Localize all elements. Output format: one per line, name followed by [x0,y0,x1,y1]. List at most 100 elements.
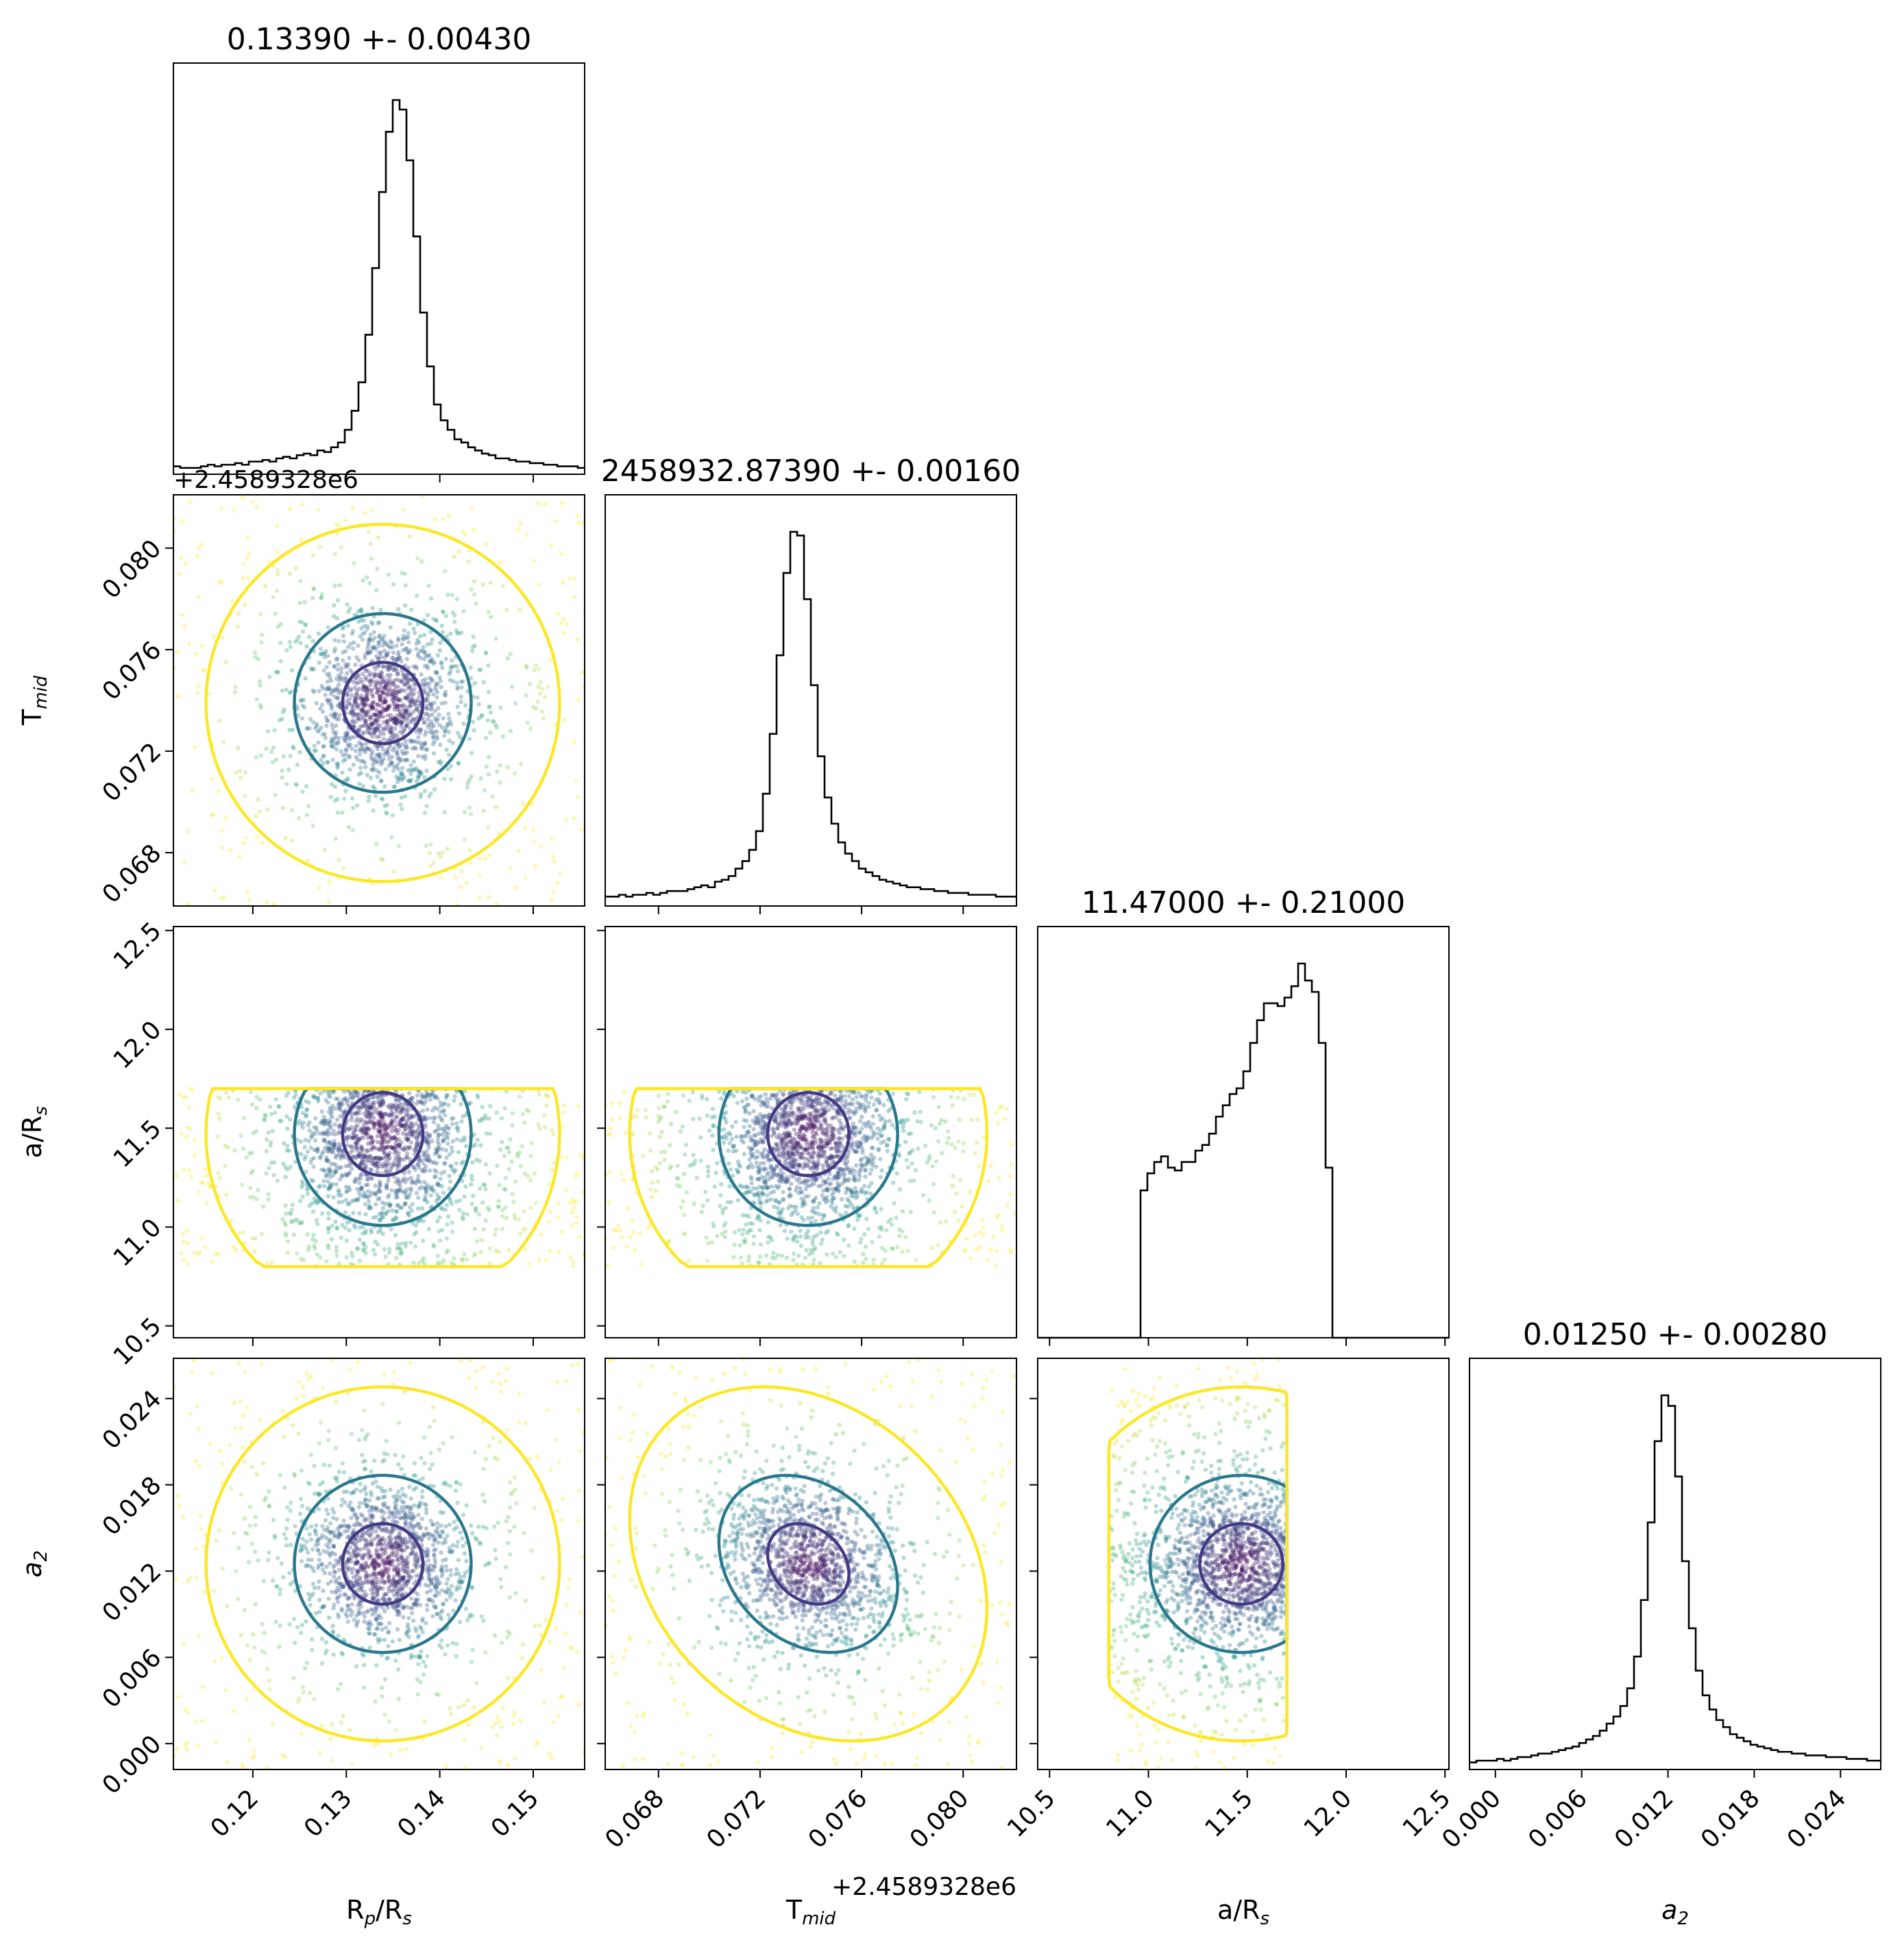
scatter-point [348,1150,353,1155]
scatter-point [473,1251,478,1256]
scatter-point [353,676,358,681]
scatter-point [402,774,406,780]
scatter-point [472,592,477,597]
scatter-point [819,1154,825,1159]
scatter-point [402,758,407,763]
scatter-point [310,823,316,829]
scatter-point [385,667,390,672]
scatter-point [336,717,341,722]
scatter-point [369,687,375,692]
scatter-point [751,1164,755,1170]
scatter-point [578,1152,583,1157]
scatter-point [327,1166,332,1171]
scatter-point [367,1110,371,1115]
scatter-point [304,1107,309,1113]
scatter-point [759,1137,764,1142]
scatter-point [863,1097,868,1103]
scatter-point [906,1131,912,1136]
scatter-point [816,1154,821,1159]
scatter-point [547,1248,552,1253]
scatter-point [394,1209,400,1214]
scatter-point [809,1166,814,1171]
hist-panel-ars [1038,927,1449,1338]
scatter-point [293,1092,298,1097]
scatter-point [287,639,292,645]
scatter-point [300,1195,305,1199]
scatter-point [452,620,457,624]
scatter-point [800,1201,805,1206]
scatter-point [315,1252,319,1257]
scatter-point [361,1160,365,1166]
scatter-point [858,1162,864,1168]
scatter-panel-rprs-ars [173,927,585,1338]
scatter-point [399,1205,404,1210]
scatter-point [404,695,409,700]
scatter-point [414,699,419,704]
scatter-point [385,691,389,696]
scatter-point [365,1148,369,1153]
scatter-point [200,667,206,672]
scatter-point [406,1211,411,1216]
scatter-point [818,1152,823,1157]
scatter-point [866,1157,871,1163]
scatter-point [408,700,413,705]
scatter-point [336,682,341,687]
scatter-point [319,702,324,707]
scatter-point [502,1153,507,1159]
scatter-point [619,1172,624,1177]
scatter-point [408,648,413,653]
scatter-point [409,1095,414,1101]
scatter-point [999,1223,1004,1228]
scatter-point [252,1249,257,1254]
scatter-point [289,689,293,694]
scatter-point [454,630,460,635]
scatter-point [857,1140,862,1144]
scatter-point [361,730,366,735]
scatter-point [373,683,378,688]
scatter-point [197,1190,202,1195]
scatter-point [328,1123,332,1128]
scatter-point [409,1097,413,1102]
scatter-point [317,1255,323,1260]
scatter-point [328,675,332,680]
scatter-point [569,1223,574,1229]
scatter-point [404,1194,409,1199]
scatter-point [461,721,466,726]
scatter-point [790,1164,795,1169]
scatter-point [995,1215,1000,1220]
scatter-point [275,670,280,675]
scatter-point [361,1247,365,1252]
scatter-point [805,1147,809,1151]
scatter-point [412,1232,417,1237]
scatter-point [439,660,444,665]
scatter-point [704,1235,709,1240]
scatter-point [346,753,352,759]
scatter-point [869,1167,874,1172]
scatter-point [826,1176,831,1181]
scatter-point [488,710,493,715]
scatter-point [796,1176,802,1181]
scatter-point [444,634,450,639]
scatter-point [438,1104,443,1109]
scatter-point [398,1110,403,1115]
scatter-point [814,1119,818,1125]
scatter-point [777,1214,783,1219]
scatter-point [887,1118,892,1123]
scatter-point [781,1136,786,1142]
scatter-point [324,1157,329,1162]
scatter-point [391,768,396,773]
scatter-point [812,1109,817,1114]
scatter-point [749,1094,754,1099]
scatter-point [254,835,259,840]
scatter-point [241,1116,247,1120]
scatter-point [369,722,374,726]
scatter-point [399,777,404,783]
scatter-point [390,691,395,697]
scatter-point [409,739,413,744]
scatter-point [369,715,374,720]
scatter-point [449,1164,454,1168]
scatter-point [746,1228,752,1233]
scatter-point [329,736,334,742]
scatter-point [370,646,375,650]
scatter-point [432,730,437,735]
